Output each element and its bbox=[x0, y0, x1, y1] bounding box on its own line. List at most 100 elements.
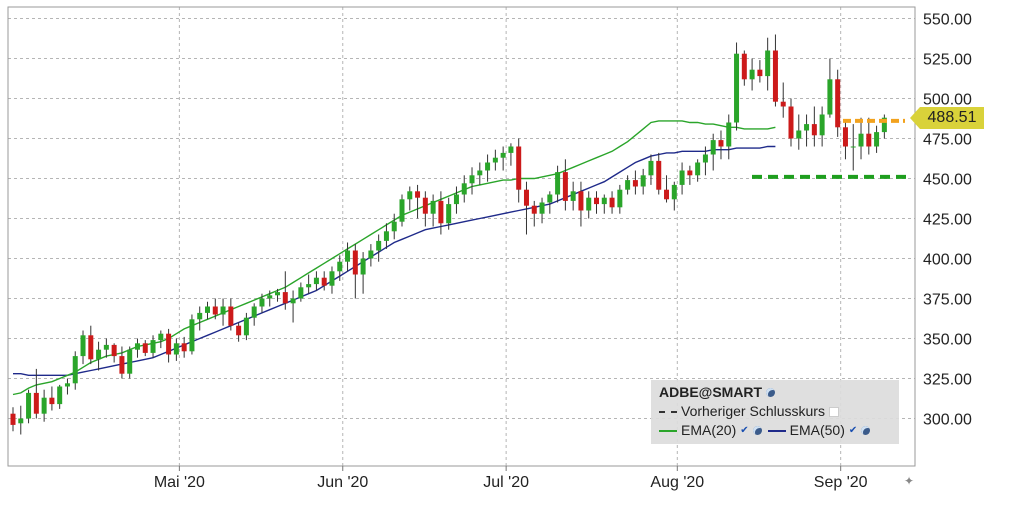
candle bbox=[430, 194, 436, 227]
candle bbox=[679, 162, 685, 195]
check-icon[interactable]: ✔ bbox=[848, 425, 858, 436]
candle bbox=[609, 191, 615, 214]
candle bbox=[819, 106, 825, 147]
candle bbox=[57, 384, 63, 409]
candle bbox=[827, 58, 833, 118]
candle bbox=[632, 170, 638, 195]
candle bbox=[391, 213, 397, 240]
candle bbox=[352, 244, 358, 299]
candle bbox=[64, 378, 70, 395]
candle bbox=[306, 274, 312, 294]
globe-icon[interactable] bbox=[861, 426, 871, 435]
legend-ema-row: EMA(20) ✔ EMA(50) ✔ bbox=[659, 421, 891, 440]
ema50-line bbox=[13, 145, 776, 376]
candle bbox=[376, 234, 382, 262]
candle-body bbox=[313, 277, 319, 285]
candle-body bbox=[166, 333, 172, 355]
scroll-right-icon[interactable]: ✦ bbox=[904, 474, 914, 488]
x-tick-label: Jun '20 bbox=[317, 474, 368, 491]
candle-body bbox=[539, 202, 545, 214]
x-tick-label: Mai '20 bbox=[154, 474, 205, 491]
candle bbox=[453, 186, 459, 214]
candle bbox=[134, 338, 140, 358]
candle-body bbox=[586, 197, 592, 211]
y-axis: 550.00 525.00 500.00 475.00 450.00 425.00 400.… bbox=[923, 12, 972, 429]
y-tick-label: 400.00 bbox=[923, 252, 972, 269]
candle-body bbox=[127, 349, 133, 374]
candle-body bbox=[415, 191, 421, 198]
candle bbox=[446, 197, 452, 230]
candle bbox=[321, 271, 327, 291]
candle bbox=[259, 293, 265, 313]
candle-body bbox=[508, 146, 514, 153]
candle-body bbox=[772, 50, 778, 102]
candle-body bbox=[819, 114, 825, 136]
y-tick-label: 475.00 bbox=[923, 132, 972, 149]
legend: ADBE@SMART Vorheriger Schlusskurs EMA(20… bbox=[651, 380, 899, 444]
candle bbox=[671, 181, 677, 211]
candle-body bbox=[765, 50, 771, 77]
y-tick-label: 325.00 bbox=[923, 372, 972, 389]
candle bbox=[173, 338, 179, 361]
candle bbox=[710, 133, 716, 171]
legend-title-row: ADBE@SMART bbox=[659, 383, 891, 402]
candle-body bbox=[788, 106, 794, 139]
candle bbox=[127, 346, 133, 379]
candle-body bbox=[881, 117, 887, 133]
candle-body bbox=[251, 306, 257, 318]
y-tick-label: 450.00 bbox=[923, 172, 972, 189]
candle bbox=[601, 194, 607, 214]
check-icon[interactable]: ✔ bbox=[740, 425, 749, 436]
candle-body bbox=[695, 162, 701, 176]
candle bbox=[228, 298, 234, 331]
candle-body bbox=[625, 180, 631, 190]
candle-body bbox=[220, 306, 226, 315]
candle bbox=[594, 191, 599, 214]
candle bbox=[80, 330, 86, 365]
candle bbox=[656, 152, 662, 195]
candle-body bbox=[555, 172, 561, 195]
candle-body bbox=[282, 292, 288, 304]
candle-body bbox=[609, 197, 615, 208]
y-tick-label: 525.00 bbox=[923, 52, 972, 69]
candle-body bbox=[500, 152, 506, 158]
candle bbox=[212, 298, 218, 320]
globe-icon[interactable] bbox=[766, 388, 776, 397]
candle bbox=[150, 335, 156, 358]
candle-body bbox=[562, 172, 568, 201]
y-tick-label: 300.00 bbox=[923, 412, 972, 429]
candle bbox=[111, 343, 117, 363]
candle-body bbox=[485, 162, 491, 171]
candle-body bbox=[236, 325, 242, 336]
candle bbox=[866, 117, 872, 155]
candle bbox=[10, 407, 16, 432]
candle bbox=[119, 346, 125, 379]
candle-body bbox=[835, 79, 841, 128]
candle bbox=[508, 143, 514, 166]
candle-body bbox=[306, 284, 312, 288]
candle-body bbox=[259, 298, 265, 307]
candle-body bbox=[119, 356, 125, 374]
candle bbox=[539, 197, 545, 224]
candle-body bbox=[430, 200, 436, 214]
candle-body bbox=[461, 183, 467, 195]
candle bbox=[570, 181, 576, 211]
candle bbox=[796, 114, 802, 150]
price-levels bbox=[752, 118, 910, 179]
plot-border bbox=[7, 6, 916, 467]
legend-prev-close-row: Vorheriger Schlusskurs bbox=[659, 402, 891, 421]
checkbox-icon[interactable] bbox=[828, 406, 839, 417]
candle bbox=[562, 159, 568, 211]
candle-body bbox=[142, 343, 148, 353]
candle-body bbox=[796, 130, 802, 139]
candle bbox=[26, 389, 32, 424]
candle bbox=[72, 351, 78, 390]
legend-ema50-label: EMA(50) bbox=[789, 422, 845, 438]
candle bbox=[547, 191, 553, 214]
globe-icon[interactable] bbox=[752, 426, 762, 435]
legend-symbol: ADBE@SMART bbox=[659, 384, 763, 400]
candle-body bbox=[352, 250, 358, 275]
candle bbox=[368, 244, 374, 267]
candle-body bbox=[718, 140, 724, 147]
ema50-line-icon bbox=[767, 429, 786, 432]
